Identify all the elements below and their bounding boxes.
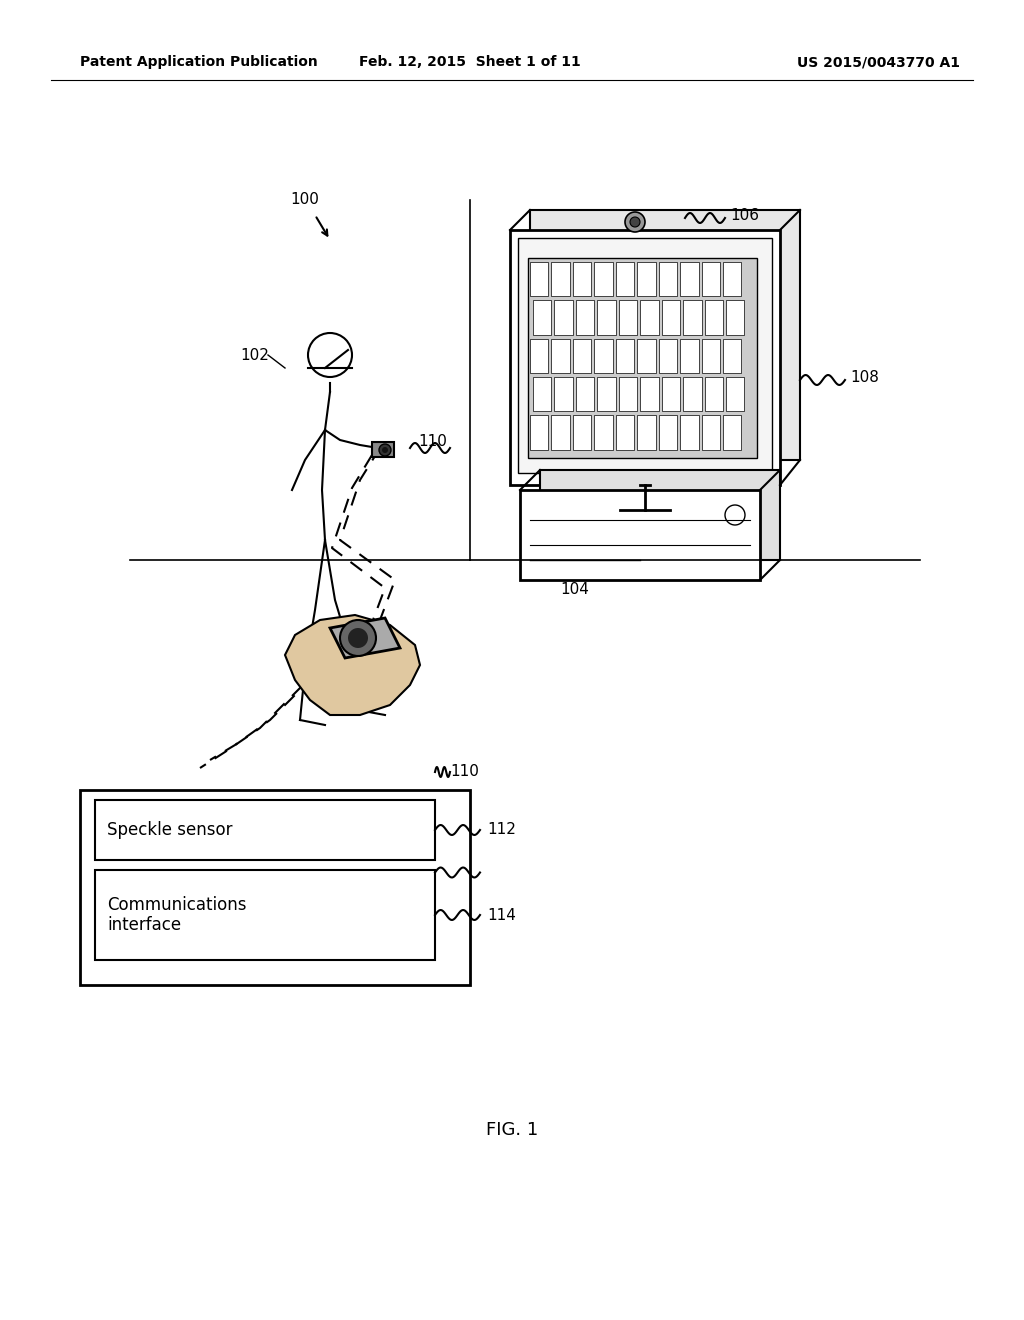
Bar xyxy=(530,210,800,459)
Bar xyxy=(95,870,435,960)
Bar xyxy=(637,261,655,297)
Text: FIG. 1: FIG. 1 xyxy=(485,1121,539,1139)
Bar xyxy=(594,339,612,374)
Bar xyxy=(640,301,658,335)
Circle shape xyxy=(625,213,645,232)
Circle shape xyxy=(382,447,388,453)
Bar xyxy=(520,490,760,579)
Bar xyxy=(618,301,637,335)
Text: US 2015/0043770 A1: US 2015/0043770 A1 xyxy=(797,55,961,69)
Bar xyxy=(575,301,594,335)
Bar xyxy=(372,442,394,457)
Bar xyxy=(95,800,435,861)
Text: 106: 106 xyxy=(730,207,759,223)
Bar xyxy=(662,378,680,412)
Bar xyxy=(572,339,591,374)
Bar xyxy=(575,378,594,412)
Bar xyxy=(528,257,757,458)
Bar xyxy=(637,416,655,450)
Bar xyxy=(615,339,634,374)
Polygon shape xyxy=(285,615,420,715)
Polygon shape xyxy=(330,618,400,657)
Circle shape xyxy=(348,628,368,648)
Bar xyxy=(680,261,698,297)
Bar xyxy=(705,301,723,335)
Text: Speckle sensor: Speckle sensor xyxy=(106,821,232,840)
Bar xyxy=(701,261,720,297)
Text: Communications
interface: Communications interface xyxy=(106,895,247,935)
Text: Patent Application Publication: Patent Application Publication xyxy=(80,55,317,69)
Bar xyxy=(705,378,723,412)
Bar xyxy=(597,378,615,412)
Bar xyxy=(615,416,634,450)
Bar xyxy=(701,339,720,374)
Bar xyxy=(658,416,677,450)
Bar xyxy=(615,261,634,297)
Bar xyxy=(683,301,701,335)
Text: 102: 102 xyxy=(240,347,269,363)
Bar xyxy=(552,339,570,374)
Bar xyxy=(554,378,572,412)
Bar xyxy=(572,416,591,450)
Text: Feb. 12, 2015  Sheet 1 of 11: Feb. 12, 2015 Sheet 1 of 11 xyxy=(359,55,581,69)
Bar xyxy=(572,261,591,297)
Bar xyxy=(640,378,658,412)
Bar xyxy=(723,339,741,374)
Bar xyxy=(530,339,549,374)
Text: 110: 110 xyxy=(450,764,479,780)
Text: 104: 104 xyxy=(560,582,589,598)
Bar xyxy=(510,230,780,484)
Bar xyxy=(534,378,552,412)
Bar xyxy=(597,301,615,335)
Bar xyxy=(683,378,701,412)
Bar xyxy=(662,301,680,335)
Bar xyxy=(680,416,698,450)
Bar xyxy=(594,416,612,450)
Circle shape xyxy=(630,216,640,227)
Bar xyxy=(723,416,741,450)
Bar xyxy=(637,339,655,374)
Bar xyxy=(594,261,612,297)
Bar xyxy=(618,378,637,412)
Bar xyxy=(530,261,549,297)
Bar xyxy=(554,301,572,335)
Text: 112: 112 xyxy=(487,822,516,837)
Bar xyxy=(658,261,677,297)
Bar xyxy=(530,416,549,450)
Bar xyxy=(534,301,552,335)
Text: 114: 114 xyxy=(487,908,516,923)
Bar xyxy=(726,378,744,412)
Text: 110: 110 xyxy=(418,434,446,450)
Circle shape xyxy=(340,620,376,656)
Bar xyxy=(658,339,677,374)
Bar xyxy=(701,416,720,450)
Bar xyxy=(80,789,470,985)
Bar xyxy=(552,261,570,297)
Bar xyxy=(726,301,744,335)
Bar xyxy=(518,238,772,473)
Text: 108: 108 xyxy=(850,371,879,385)
Bar xyxy=(680,339,698,374)
Bar xyxy=(540,470,780,560)
Text: 100: 100 xyxy=(290,193,318,207)
Bar xyxy=(552,416,570,450)
Circle shape xyxy=(379,444,391,455)
Bar xyxy=(723,261,741,297)
